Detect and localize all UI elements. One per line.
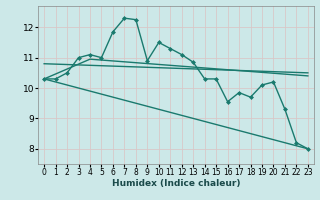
X-axis label: Humidex (Indice chaleur): Humidex (Indice chaleur) [112, 179, 240, 188]
